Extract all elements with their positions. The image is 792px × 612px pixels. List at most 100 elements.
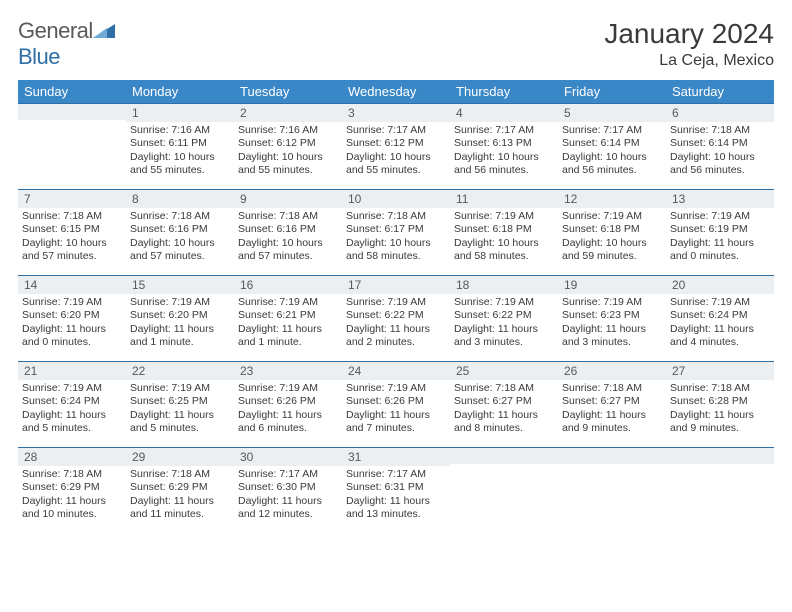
day-number: 2 (234, 103, 342, 122)
sunrise-line: Sunrise: 7:17 AM (238, 468, 338, 481)
day-number: 5 (558, 103, 666, 122)
day-body: Sunrise: 7:18 AMSunset: 6:16 PMDaylight:… (234, 208, 342, 266)
daylight-line: Daylight: 11 hours and 2 minutes. (346, 323, 446, 350)
sunset-line: Sunset: 6:14 PM (562, 137, 662, 150)
sunrise-line: Sunrise: 7:17 AM (454, 124, 554, 137)
calendar-cell: 7Sunrise: 7:18 AMSunset: 6:15 PMDaylight… (18, 189, 126, 275)
calendar-cell: 17Sunrise: 7:19 AMSunset: 6:22 PMDayligh… (342, 275, 450, 361)
calendar-cell: 26Sunrise: 7:18 AMSunset: 6:27 PMDayligh… (558, 361, 666, 447)
sunset-line: Sunset: 6:21 PM (238, 309, 338, 322)
day-number: 14 (18, 275, 126, 294)
daylight-line: Daylight: 10 hours and 55 minutes. (238, 151, 338, 178)
daylight-line: Daylight: 11 hours and 0 minutes. (670, 237, 770, 264)
day-body: Sunrise: 7:18 AMSunset: 6:14 PMDaylight:… (666, 122, 774, 180)
daylight-line: Daylight: 10 hours and 56 minutes. (454, 151, 554, 178)
day-number (18, 103, 126, 120)
sunrise-line: Sunrise: 7:18 AM (22, 468, 122, 481)
day-body: Sunrise: 7:17 AMSunset: 6:13 PMDaylight:… (450, 122, 558, 180)
daylight-line: Daylight: 10 hours and 59 minutes. (562, 237, 662, 264)
weekday-header: Tuesday (234, 80, 342, 103)
sunset-line: Sunset: 6:19 PM (670, 223, 770, 236)
logo-triangle-icon (93, 18, 115, 44)
sunrise-line: Sunrise: 7:18 AM (22, 210, 122, 223)
calendar-cell: 6Sunrise: 7:18 AMSunset: 6:14 PMDaylight… (666, 103, 774, 189)
logo-text: General Blue (18, 18, 115, 70)
daylight-line: Daylight: 10 hours and 56 minutes. (670, 151, 770, 178)
day-number: 28 (18, 447, 126, 466)
day-body: Sunrise: 7:19 AMSunset: 6:19 PMDaylight:… (666, 208, 774, 266)
calendar-cell: 19Sunrise: 7:19 AMSunset: 6:23 PMDayligh… (558, 275, 666, 361)
day-number: 20 (666, 275, 774, 294)
calendar-cell: 16Sunrise: 7:19 AMSunset: 6:21 PMDayligh… (234, 275, 342, 361)
daylight-line: Daylight: 11 hours and 12 minutes. (238, 495, 338, 522)
day-number: 3 (342, 103, 450, 122)
day-number: 29 (126, 447, 234, 466)
sunrise-line: Sunrise: 7:16 AM (130, 124, 230, 137)
daylight-line: Daylight: 11 hours and 1 minute. (130, 323, 230, 350)
sunset-line: Sunset: 6:31 PM (346, 481, 446, 494)
day-number: 1 (126, 103, 234, 122)
day-number: 16 (234, 275, 342, 294)
calendar-cell: 14 Sunrise: 7:19 AMSunset: 6:20 PMDayligh… (18, 275, 126, 361)
weekday-header: Sunday (18, 80, 126, 103)
day-body: Sunrise: 7:16 AMSunset: 6:12 PMDaylight:… (234, 122, 342, 180)
daylight-line: Daylight: 11 hours and 5 minutes. (22, 409, 122, 436)
calendar-row: 21Sunrise: 7:19 AMSunset: 6:24 PMDayligh… (18, 361, 774, 447)
day-number (666, 447, 774, 464)
header: General Blue January 2024 La Ceja, Mexic… (18, 18, 774, 70)
calendar-cell: 28Sunrise: 7:18 AMSunset: 6:29 PMDayligh… (18, 447, 126, 533)
sunset-line: Sunset: 6:20 PM (130, 309, 230, 322)
day-body: Sunrise: 7:19 AMSunset: 6:26 PMDaylight:… (234, 380, 342, 438)
calendar-row: 28Sunrise: 7:18 AMSunset: 6:29 PMDayligh… (18, 447, 774, 533)
daylight-line: Daylight: 11 hours and 5 minutes. (130, 409, 230, 436)
day-body: Sunrise: 7:19 AMSunset: 6:26 PMDaylight:… (342, 380, 450, 438)
sunrise-line: Sunrise: 7:19 AM (454, 210, 554, 223)
daylight-line: Daylight: 10 hours and 55 minutes. (346, 151, 446, 178)
calendar-row: 1Sunrise: 7:16 AMSunset: 6:11 PMDaylight… (18, 103, 774, 189)
day-body: Sunrise: 7:18 AMSunset: 6:28 PMDaylight:… (666, 380, 774, 438)
calendar-cell-empty (18, 103, 126, 189)
weekday-header: Monday (126, 80, 234, 103)
calendar-cell: 5Sunrise: 7:17 AMSunset: 6:14 PMDaylight… (558, 103, 666, 189)
day-number: 30 (234, 447, 342, 466)
calendar-row: 7Sunrise: 7:18 AMSunset: 6:15 PMDaylight… (18, 189, 774, 275)
day-body: Sunrise: 7:17 AMSunset: 6:30 PMDaylight:… (234, 466, 342, 524)
sunrise-line: Sunrise: 7:18 AM (562, 382, 662, 395)
sunset-line: Sunset: 6:24 PM (22, 395, 122, 408)
sunrise-line: Sunrise: 7:16 AM (238, 124, 338, 137)
day-body: Sunrise: 7:19 AMSunset: 6:22 PMDaylight:… (450, 294, 558, 352)
calendar-cell: 30Sunrise: 7:17 AMSunset: 6:30 PMDayligh… (234, 447, 342, 533)
sunset-line: Sunset: 6:26 PM (346, 395, 446, 408)
sunset-line: Sunset: 6:20 PM (22, 309, 122, 322)
day-number: 18 (450, 275, 558, 294)
logo-word2: Blue (18, 44, 60, 69)
sunrise-line: Sunrise: 7:19 AM (238, 296, 338, 309)
daylight-line: Daylight: 10 hours and 57 minutes. (22, 237, 122, 264)
calendar-cell: 23Sunrise: 7:19 AMSunset: 6:26 PMDayligh… (234, 361, 342, 447)
day-body: Sunrise: 7:16 AMSunset: 6:11 PMDaylight:… (126, 122, 234, 180)
day-body: Sunrise: 7:17 AMSunset: 6:31 PMDaylight:… (342, 466, 450, 524)
calendar-cell: 24Sunrise: 7:19 AMSunset: 6:26 PMDayligh… (342, 361, 450, 447)
day-number: 31 (342, 447, 450, 466)
sunrise-line: Sunrise: 7:19 AM (130, 296, 230, 309)
daylight-line: Daylight: 11 hours and 0 minutes. (22, 323, 122, 350)
daylight-line: Daylight: 11 hours and 13 minutes. (346, 495, 446, 522)
calendar-cell: 10Sunrise: 7:18 AMSunset: 6:17 PMDayligh… (342, 189, 450, 275)
location: La Ceja, Mexico (604, 52, 774, 70)
calendar-cell: 27Sunrise: 7:18 AMSunset: 6:28 PMDayligh… (666, 361, 774, 447)
sunset-line: Sunset: 6:22 PM (346, 309, 446, 322)
day-body: Sunrise: 7:19 AMSunset: 6:20 PMDaylight:… (126, 294, 234, 352)
sunset-line: Sunset: 6:26 PM (238, 395, 338, 408)
sunrise-line: Sunrise: 7:19 AM (238, 382, 338, 395)
logo-word1: General (18, 18, 93, 43)
day-number: 12 (558, 189, 666, 208)
daylight-line: Daylight: 11 hours and 8 minutes. (454, 409, 554, 436)
sunrise-line: Sunrise: 7:19 AM (22, 296, 122, 309)
sunrise-line: Sunrise: 7:18 AM (130, 210, 230, 223)
weekday-header: Saturday (666, 80, 774, 103)
calendar-cell: 20Sunrise: 7:19 AMSunset: 6:24 PMDayligh… (666, 275, 774, 361)
sunset-line: Sunset: 6:15 PM (22, 223, 122, 236)
sunset-line: Sunset: 6:18 PM (562, 223, 662, 236)
day-body: Sunrise: 7:17 AMSunset: 6:12 PMDaylight:… (342, 122, 450, 180)
day-number: 25 (450, 361, 558, 380)
